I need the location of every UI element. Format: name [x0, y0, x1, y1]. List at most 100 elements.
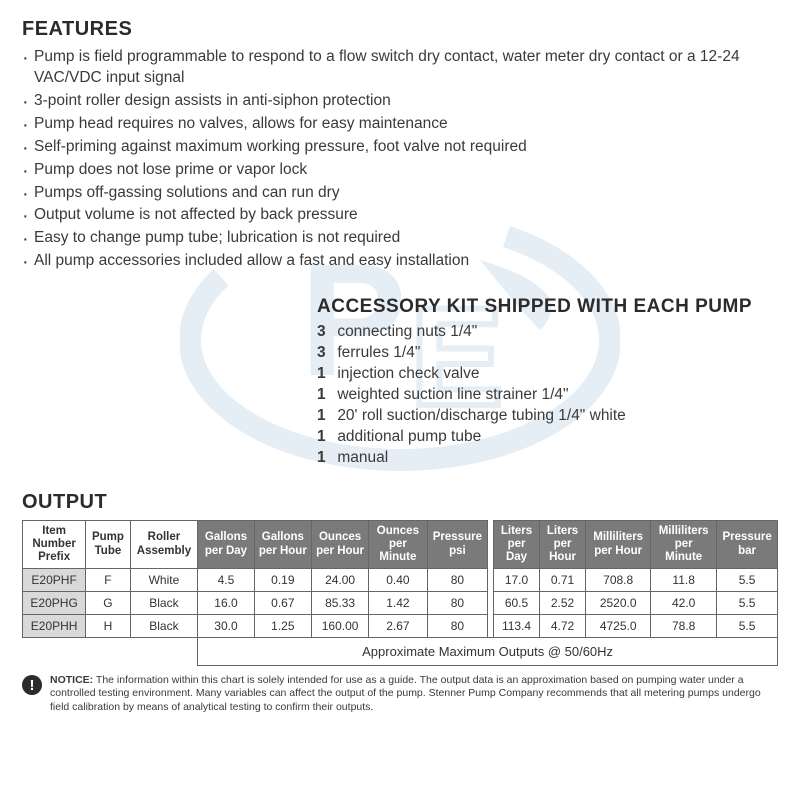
cell-gph: 0.67: [254, 592, 311, 615]
accessory-item: 1 injection check valve: [317, 364, 778, 385]
blank-cell: [23, 638, 198, 666]
cell-lph: 0.71: [539, 569, 585, 592]
accessory-qty: 3: [317, 322, 333, 343]
col-roller-assembly: Roller Assembly: [130, 520, 198, 569]
accessory-qty: 1: [317, 427, 333, 448]
accessory-label: injection check valve: [337, 365, 479, 382]
table-row: E20PHG G Black 16.0 0.67 85.33 1.42 80 6…: [23, 592, 778, 615]
cell-mlpm: 78.8: [651, 615, 717, 638]
accessory-qty: 3: [317, 343, 333, 364]
feature-item: Pump is field programmable to respond to…: [22, 47, 778, 89]
cell-roller: White: [130, 569, 198, 592]
cell-lpd: 60.5: [494, 592, 540, 615]
feature-item: Pump head requires no valves, allows for…: [22, 114, 778, 135]
cell-mlpm: 42.0: [651, 592, 717, 615]
col-ounces-hour: Ounces per Hour: [311, 520, 368, 569]
col-item-prefix: Item Number Prefix: [23, 520, 86, 569]
feature-item: 3-point roller design assists in anti-si…: [22, 91, 778, 112]
cell-roller: Black: [130, 615, 198, 638]
col-pressure-bar: Pressure bar: [717, 520, 778, 569]
accessory-item: 1 additional pump tube: [317, 427, 778, 448]
cell-opm: 2.67: [369, 615, 427, 638]
accessory-section: ACCESSORY KIT SHIPPED WITH EACH PUMP 3 c…: [317, 296, 778, 468]
cell-gph: 1.25: [254, 615, 311, 638]
accessory-label: ferrules 1/4": [337, 344, 420, 361]
cell-bar: 5.5: [717, 569, 778, 592]
feature-item: Easy to change pump tube; lubrication is…: [22, 228, 778, 249]
col-liters-day: Liters per Day: [494, 520, 540, 569]
features-section: FEATURES Pump is field programmable to r…: [22, 18, 778, 272]
cell-prefix: E20PHG: [23, 592, 86, 615]
cell-oph: 160.00: [311, 615, 368, 638]
cell-tube: G: [86, 592, 130, 615]
feature-item: All pump accessories included allow a fa…: [22, 251, 778, 272]
accessory-label: manual: [337, 449, 388, 466]
cell-gpd: 30.0: [198, 615, 255, 638]
accessory-label: 20' roll suction/discharge tubing 1/4" w…: [337, 407, 626, 424]
output-section: OUTPUT Item Number Prefix Pump Tube Roll…: [22, 491, 778, 667]
notice-body: The information within this chart is sol…: [50, 674, 761, 712]
features-title: FEATURES: [22, 18, 778, 41]
col-ounces-minute: Ounces per Minute: [369, 520, 427, 569]
accessory-qty: 1: [317, 364, 333, 385]
cell-psi: 80: [427, 615, 488, 638]
cell-bar: 5.5: [717, 592, 778, 615]
cell-mlpm: 11.8: [651, 569, 717, 592]
cell-lpd: 113.4: [494, 615, 540, 638]
accessory-qty: 1: [317, 448, 333, 469]
cell-psi: 80: [427, 569, 488, 592]
output-table: Item Number Prefix Pump Tube Roller Asse…: [22, 520, 778, 667]
col-ml-minute: Milliliters per Minute: [651, 520, 717, 569]
col-ml-hour: Milliliters per Hour: [586, 520, 651, 569]
notice-label: NOTICE:: [50, 674, 93, 686]
cell-gph: 0.19: [254, 569, 311, 592]
feature-item: Self-priming against maximum working pre…: [22, 137, 778, 158]
cell-oph: 24.00: [311, 569, 368, 592]
accessory-list: 3 connecting nuts 1/4" 3 ferrules 1/4" 1…: [317, 322, 778, 468]
cell-gpd: 4.5: [198, 569, 255, 592]
cell-mlph: 2520.0: [586, 592, 651, 615]
accessory-item: 1 weighted suction line strainer 1/4": [317, 385, 778, 406]
cell-prefix: E20PHF: [23, 569, 86, 592]
notice-text: NOTICE: The information within this char…: [50, 674, 778, 713]
accessory-item: 3 ferrules 1/4": [317, 343, 778, 364]
cell-lpd: 17.0: [494, 569, 540, 592]
accessory-item: 1 manual: [317, 448, 778, 469]
accessory-label: connecting nuts 1/4": [337, 323, 477, 340]
cell-psi: 80: [427, 592, 488, 615]
accessory-label: weighted suction line strainer 1/4": [337, 386, 568, 403]
cell-lph: 4.72: [539, 615, 585, 638]
accessory-item: 1 20' roll suction/discharge tubing 1/4"…: [317, 406, 778, 427]
table-header-row: Item Number Prefix Pump Tube Roller Asse…: [23, 520, 778, 569]
alert-icon: !: [22, 675, 42, 695]
cell-bar: 5.5: [717, 615, 778, 638]
cell-oph: 85.33: [311, 592, 368, 615]
cell-opm: 1.42: [369, 592, 427, 615]
col-pump-tube: Pump Tube: [86, 520, 130, 569]
col-gallons-hour: Gallons per Hour: [254, 520, 311, 569]
cell-mlph: 708.8: [586, 569, 651, 592]
output-title: OUTPUT: [22, 491, 778, 514]
cell-lph: 2.52: [539, 592, 585, 615]
cell-tube: F: [86, 569, 130, 592]
cell-gpd: 16.0: [198, 592, 255, 615]
table-row: E20PHH H Black 30.0 1.25 160.00 2.67 80 …: [23, 615, 778, 638]
notice-section: ! NOTICE: The information within this ch…: [22, 674, 778, 713]
feature-item: Output volume is not affected by back pr…: [22, 205, 778, 226]
table-row: E20PHF F White 4.5 0.19 24.00 0.40 80 17…: [23, 569, 778, 592]
col-gallons-day: Gallons per Day: [198, 520, 255, 569]
feature-item: Pump does not lose prime or vapor lock: [22, 160, 778, 181]
cell-roller: Black: [130, 592, 198, 615]
accessory-qty: 1: [317, 406, 333, 427]
cell-prefix: E20PHH: [23, 615, 86, 638]
table-caption: Approximate Maximum Outputs @ 50/60Hz: [198, 638, 778, 666]
cell-mlph: 4725.0: [586, 615, 651, 638]
col-liters-hour: Liters per Hour: [539, 520, 585, 569]
accessory-label: additional pump tube: [337, 428, 481, 445]
accessory-qty: 1: [317, 385, 333, 406]
cell-opm: 0.40: [369, 569, 427, 592]
cell-tube: H: [86, 615, 130, 638]
feature-item: Pumps off-gassing solutions and can run …: [22, 183, 778, 204]
accessory-item: 3 connecting nuts 1/4": [317, 322, 778, 343]
table-caption-row: Approximate Maximum Outputs @ 50/60Hz: [23, 638, 778, 666]
